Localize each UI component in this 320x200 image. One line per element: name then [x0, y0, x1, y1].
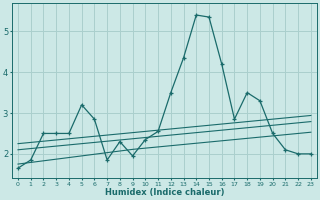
X-axis label: Humidex (Indice chaleur): Humidex (Indice chaleur) [105, 188, 224, 197]
